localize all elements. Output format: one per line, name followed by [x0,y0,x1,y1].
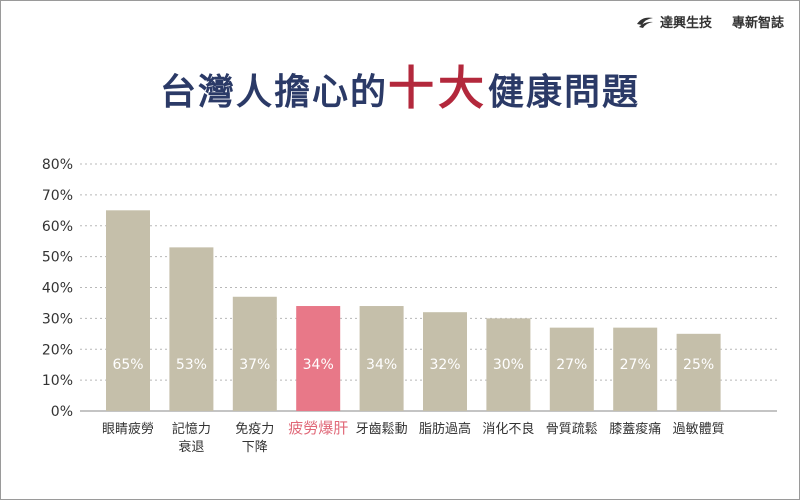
y-tick-label: 50% [42,250,73,266]
y-tick-label: 40% [42,281,73,297]
brand-tagline: 專新智誌 [731,16,784,31]
value-label: 37% [239,357,270,373]
bar [296,306,341,411]
y-tick-label: 70% [42,188,73,204]
x-tick-label: 消化不良 [482,421,534,437]
chart-title: 台灣人擔心的十大健康問題 [0,52,800,118]
y-tick-label: 0% [51,404,73,420]
y-tick-label: 60% [42,219,73,235]
brand-company: 達興生技 [659,16,712,31]
title-prefix: 台灣人擔心的 [159,72,388,113]
x-tick-label: 脂肪過高 [419,421,471,437]
y-tick-label: 80% [42,157,73,173]
value-label: 27% [556,357,587,373]
title-suffix: 健康問題 [488,72,641,113]
bar [106,210,150,411]
x-tick-label: 膝蓋痠痛 [609,421,661,437]
y-tick-label: 10% [42,373,73,389]
value-label: 34% [303,357,334,373]
x-tick-label: 牙齒鬆動 [356,422,408,437]
brand: 達興生技 專新智誌 [636,12,784,31]
bar [549,327,594,411]
value-label: 25% [683,357,714,373]
value-label: 30% [493,357,524,373]
value-label: 53% [176,357,207,373]
value-labels: 65% 53% 37% 34% 34% 32% 30% 27% 27% 25% [112,357,714,373]
bar [169,247,214,411]
x-tick-label: 骨質疏鬆 [546,422,598,437]
bar [613,327,658,411]
x-tick-label: 過敏體質 [673,422,725,437]
x-tick-label: 記憶力 [172,421,211,437]
bar [359,306,404,411]
x-tick-label: 疲勞爆肝 [288,419,348,437]
bar [486,318,531,411]
bar [423,312,467,411]
x-tick-label: 衰退 [178,439,204,455]
bars [106,210,721,411]
y-tick-label: 30% [42,311,73,327]
value-label: 27% [620,357,651,373]
value-label: 34% [366,357,397,373]
x-tick-label: 眼睛疲勞 [102,421,154,437]
title-emphasis: 十大 [388,61,488,115]
value-label: 32% [429,357,460,373]
bar [676,333,721,411]
y-tick-label: 20% [42,342,73,358]
x-tick-label: 免疫力 [235,421,274,437]
brand-logo-icon [636,17,653,28]
value-label: 65% [112,357,143,373]
bar [232,296,277,411]
x-tick-label: 下降 [242,440,268,455]
